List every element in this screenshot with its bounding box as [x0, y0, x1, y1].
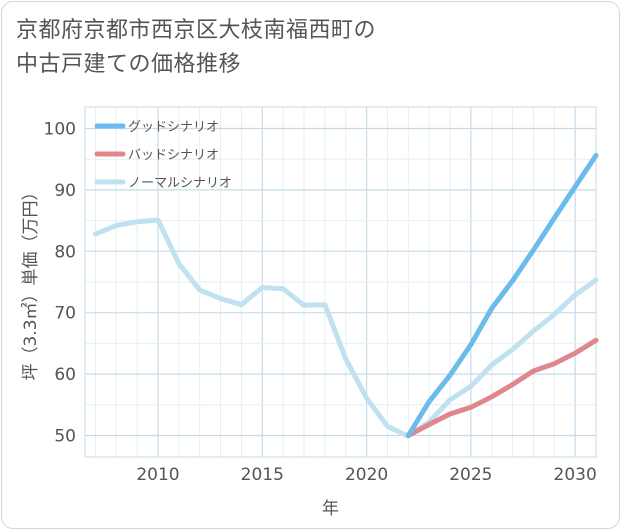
- chart-title-line2: 中古戸建ての価格推移: [16, 52, 242, 77]
- x-tick-label: 2025: [449, 465, 492, 485]
- y-tick-label: 70: [54, 304, 76, 324]
- y-tick-label: 80: [54, 242, 76, 262]
- series-line-normal: [92, 217, 599, 439]
- chart-title-line1: 京都府京都市西京区大枝南福西町の: [16, 18, 377, 43]
- x-tick-label: 2030: [554, 465, 597, 485]
- axes: 2010 2015 2020 2025 2030 50 60 70 80 90 100: [44, 119, 597, 485]
- series-line-bad: [405, 337, 599, 438]
- x-tick-label: 2015: [241, 465, 284, 485]
- legend-label: グッドシナリオ: [128, 120, 219, 135]
- legend-label: ノーマルシナリオ: [128, 176, 232, 191]
- x-tick-label: 2010: [136, 465, 179, 485]
- series-line-good: [405, 153, 599, 438]
- y-tick-label: 60: [54, 365, 76, 385]
- y-tick-label: 50: [54, 427, 76, 447]
- series-lines: [92, 153, 599, 439]
- y-tick-label: 100: [44, 119, 76, 139]
- y-tick-label: 90: [54, 181, 76, 201]
- x-axis-label: 年: [322, 499, 339, 519]
- x-tick-label: 2020: [345, 465, 388, 485]
- y-axis-label: 坪（3.3㎡）単価（万円）: [21, 183, 41, 380]
- legend-label: バッドシナリオ: [128, 148, 219, 163]
- chart-title: 京都府京都市西京区大枝南福西町の 中古戸建ての価格推移: [16, 14, 376, 82]
